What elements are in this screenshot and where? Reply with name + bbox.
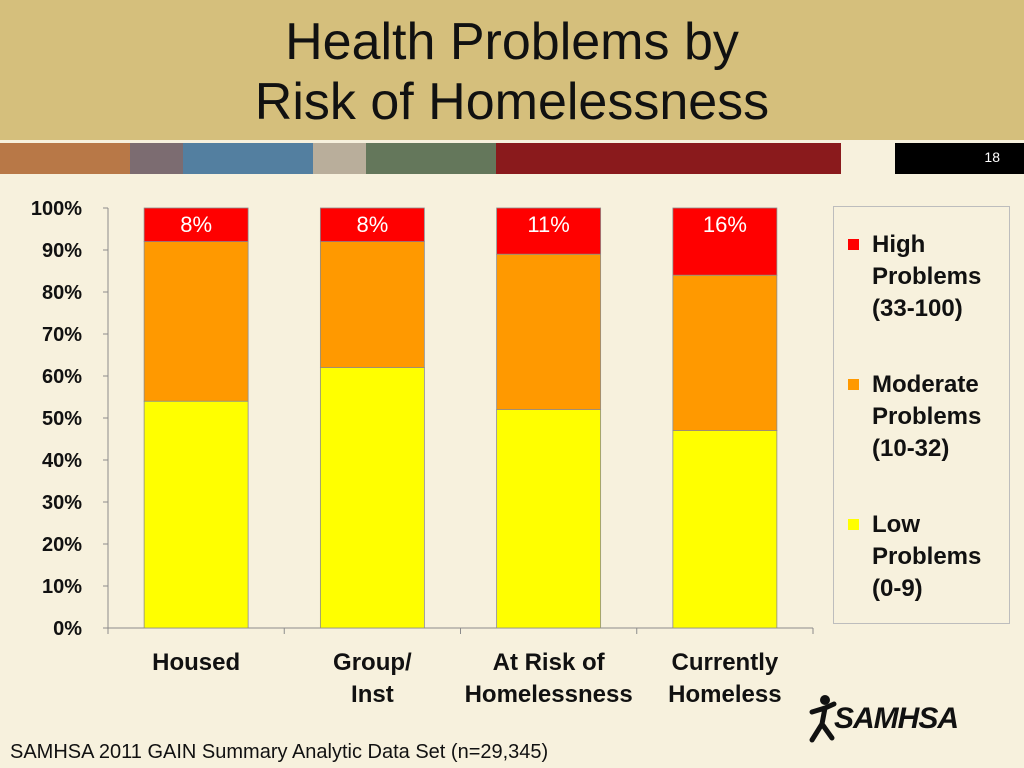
bar-segment (319, 207, 425, 242)
slide-number: 18 (984, 149, 1000, 165)
y-tick-label: 10% (42, 576, 82, 598)
data-label: 8% (356, 212, 388, 237)
source-footnote: SAMHSA 2011 GAIN Summary Analytic Data S… (10, 741, 549, 763)
y-tick-label: 70% (42, 324, 82, 346)
x-category-label: Housed (152, 649, 240, 676)
data-label: 8% (180, 212, 212, 237)
bar-segment (672, 207, 778, 276)
bar-segment (672, 274, 778, 431)
logo-wordmark: SAMHSA (834, 702, 959, 735)
y-tick-label: 90% (42, 240, 82, 262)
stripe-segment (130, 143, 183, 174)
slide-title: Health Problems by Risk of Homelessness (0, 12, 1024, 132)
stripe-segment (496, 143, 841, 174)
legend-label-line: (0-9) (872, 575, 923, 602)
bar-segment (496, 207, 602, 255)
legend-label-line: High (872, 231, 926, 258)
legend-swatch (848, 239, 859, 250)
stripe-segment (183, 143, 313, 174)
legend-swatch (848, 519, 859, 530)
legend-label: Low Problems (0-9) (872, 509, 981, 605)
bar-segment (143, 241, 249, 402)
y-tick-label: 60% (42, 366, 82, 388)
y-tick-label: 50% (42, 408, 82, 430)
samhsa-logo: SAMHSA (808, 688, 978, 748)
y-tick-label: 30% (42, 492, 82, 514)
bar-segment (319, 367, 425, 629)
y-tick-label: 20% (42, 534, 82, 556)
chart-legend: High Problems (33-100) Moderate Problems (10-… (833, 206, 1010, 624)
x-category-label: Currently (672, 649, 779, 676)
x-category-label: Inst (351, 681, 394, 708)
legend-swatch (848, 379, 859, 390)
legend-label: High Problems (33-100) (872, 229, 981, 325)
legend-label-line: (10-32) (872, 435, 950, 462)
stripe-segment (366, 143, 496, 174)
slide-number-box: 18 (895, 143, 1024, 174)
legend-label-line: Problems (872, 263, 982, 290)
bar-segment (496, 409, 602, 629)
y-tick-label: 40% (42, 450, 82, 472)
stripe-segment (313, 143, 366, 174)
y-tick-label: 0% (53, 618, 82, 640)
title-band (0, 0, 1024, 140)
bar-segment (496, 253, 602, 410)
slide-title-line2: Risk of Homelessness (254, 73, 770, 131)
bar-segment (143, 400, 249, 629)
legend-label-line: (33-100) (872, 295, 963, 322)
stacked-bar-chart: 0% 10% 20% 30% 40% 50% 60% 70% 80% 90% 100% 8% House… (31, 198, 814, 708)
legend-label-line: Moderate (872, 371, 979, 398)
person-figure-icon (809, 695, 837, 743)
legend-label: Moderate Problems (10-32) (872, 369, 981, 465)
slide-title-line1: Health Problems by (285, 13, 739, 71)
y-tick-label: 80% (42, 282, 82, 304)
x-category-label: Homeless (668, 681, 781, 708)
data-label: 11% (527, 212, 569, 237)
x-category-label: At Risk of (493, 649, 606, 676)
legend-label-line: Problems (872, 543, 982, 570)
stripe-segment (0, 143, 130, 174)
data-label: 16% (703, 212, 747, 237)
bar-segment (319, 241, 425, 368)
legend-label-line: Problems (872, 403, 982, 430)
y-tick-label: 100% (31, 198, 82, 220)
x-category-label: Group/ (333, 649, 412, 676)
bar-segment (672, 430, 778, 629)
x-category-label: Homelessness (465, 681, 633, 708)
legend-label-line: Low (872, 511, 920, 538)
bar-segment (143, 207, 249, 242)
